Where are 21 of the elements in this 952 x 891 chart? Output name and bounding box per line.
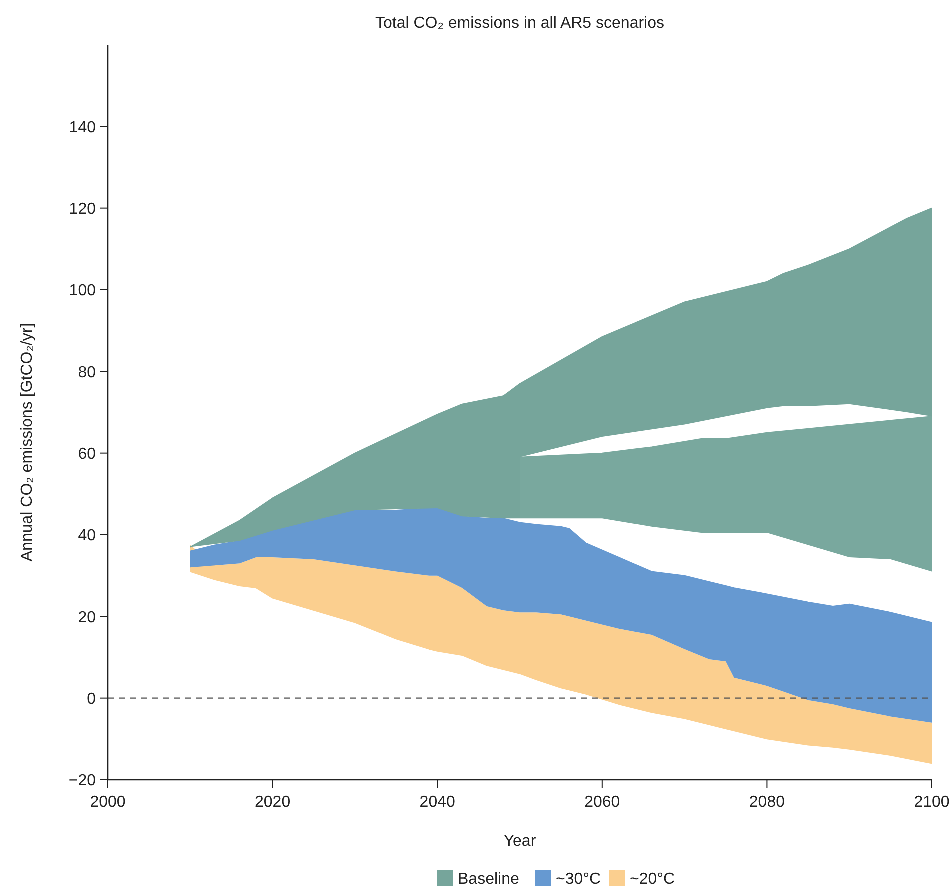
legend-label: Baseline [458,871,520,888]
y-tick-label: 60 [78,446,96,463]
chart-title: Total CO₂ emissions in all AR5 scenarios [376,15,664,32]
legend-label: ~30°C [556,871,602,888]
y-axis-title: Annual CO₂ emissions [GtCO₂/yr] [19,323,36,562]
x-tick-label: 2080 [749,794,786,811]
y-tick-label: 100 [69,282,96,300]
y-tick-label: 20 [78,609,96,626]
legend-label: ~20°C [630,871,676,888]
x-tick-label: 2000 [90,794,126,811]
x-axis-title: Year [504,833,537,850]
x-tick-label: 2040 [420,794,456,811]
y-tick-label: 80 [78,364,96,382]
y-tick-label: 0 [87,690,96,708]
y-tick-label: 40 [78,528,96,545]
y-tick-label: 140 [69,119,96,136]
x-tick-label: 2100 [914,794,950,811]
x-tick-label: 2060 [584,794,620,811]
x-tick-label: 2020 [255,794,291,811]
y-tick-label: 120 [69,200,96,218]
y-tick-label: −20 [68,772,96,790]
